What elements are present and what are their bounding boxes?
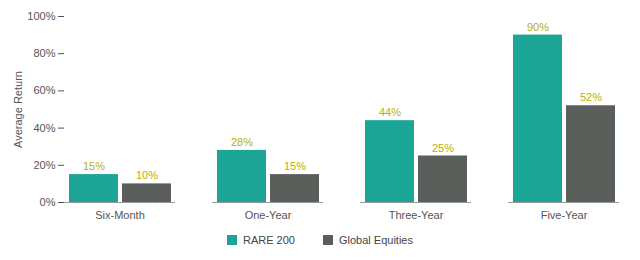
svg-text:25%: 25% — [432, 142, 454, 154]
svg-text:28%: 28% — [231, 136, 253, 148]
svg-text:Five-Year: Five-Year — [541, 209, 588, 221]
svg-text:15%: 15% — [284, 160, 306, 172]
svg-text:Six-Month: Six-Month — [95, 209, 145, 221]
svg-text:44%: 44% — [379, 106, 401, 118]
svg-text:100%: 100% — [27, 10, 55, 22]
svg-text:20%: 20% — [33, 159, 55, 171]
svg-text:0%: 0% — [40, 196, 56, 208]
svg-text:10%: 10% — [136, 169, 158, 181]
svg-text:80%: 80% — [33, 47, 55, 59]
svg-text:Average Return: Average Return — [12, 71, 24, 148]
svg-text:Three-Year: Three-Year — [389, 209, 444, 221]
svg-text:60%: 60% — [33, 84, 55, 96]
svg-text:One-Year: One-Year — [245, 209, 292, 221]
svg-text:15%: 15% — [83, 160, 105, 172]
svg-text:52%: 52% — [580, 91, 602, 103]
html-text:RARE 200: RARE 200 — [243, 234, 295, 246]
svg-text:40%: 40% — [33, 122, 55, 134]
html-text:Global Equities: Global Equities — [339, 234, 413, 246]
svg-text:90%: 90% — [527, 21, 549, 33]
